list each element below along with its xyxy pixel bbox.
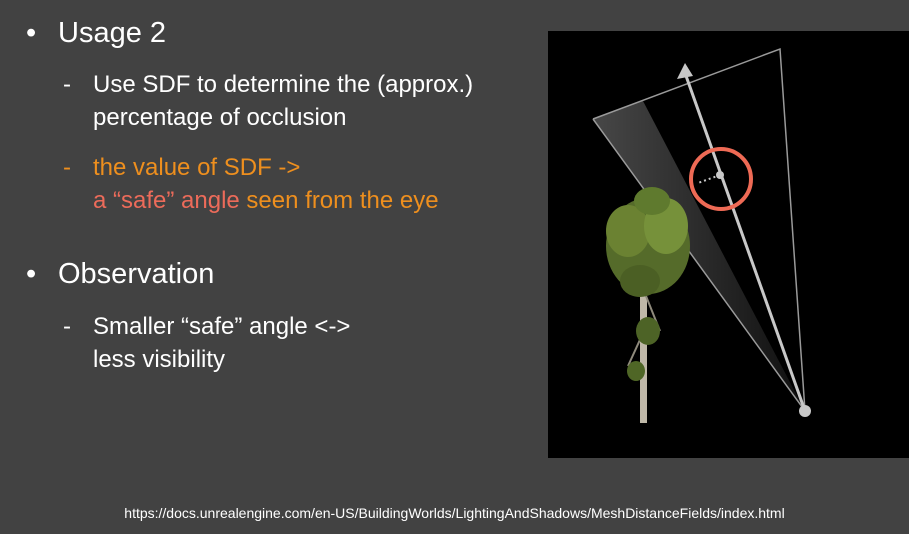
highlight-circle [689,147,753,211]
sub-line: Smaller “safe” angle <-> [93,313,351,340]
bullet-observation: • Observation [26,257,214,291]
sub-item-sdf-value: - the value of SDF -> a “safe” angle see… [63,151,439,217]
sample-point [716,171,724,179]
arrow-head-icon [677,63,693,79]
sub-dash: - [63,313,71,340]
view-ray-line [683,72,807,412]
sub-line: percentage of occlusion [93,104,347,131]
seen-from-eye-text: seen from the eye [239,187,439,214]
sub-line: less visibility [93,346,226,373]
bullet-dot: • [26,17,37,49]
bullet-title: Observation [58,258,215,290]
bullet-usage-2: • Usage 2 [26,16,166,50]
sub-dash: - [63,154,71,181]
cone-outline [592,47,806,414]
source-url: https://docs.unrealengine.com/en-US/Buil… [124,505,785,521]
sub-dash: - [63,71,71,98]
safe-angle-text: a “safe” angle [93,187,240,214]
sdf-distance-line [697,174,721,184]
bullet-dot: • [26,258,37,290]
occluded-cone-region [593,101,805,411]
cone-trace-diagram [592,47,811,423]
tree-image [606,187,690,423]
eye-point [799,405,811,417]
sub-item-sdf-occlusion: - Use SDF to determine the (approx.) per… [63,68,473,134]
bullet-title: Usage 2 [58,17,167,49]
sub-line: the value of SDF -> [93,154,301,181]
sub-line: Use SDF to determine the (approx.) [93,71,474,98]
sub-item-smaller-angle: - Smaller “safe” angle <-> less visibili… [63,310,350,376]
cone-trace-figure [548,31,909,458]
